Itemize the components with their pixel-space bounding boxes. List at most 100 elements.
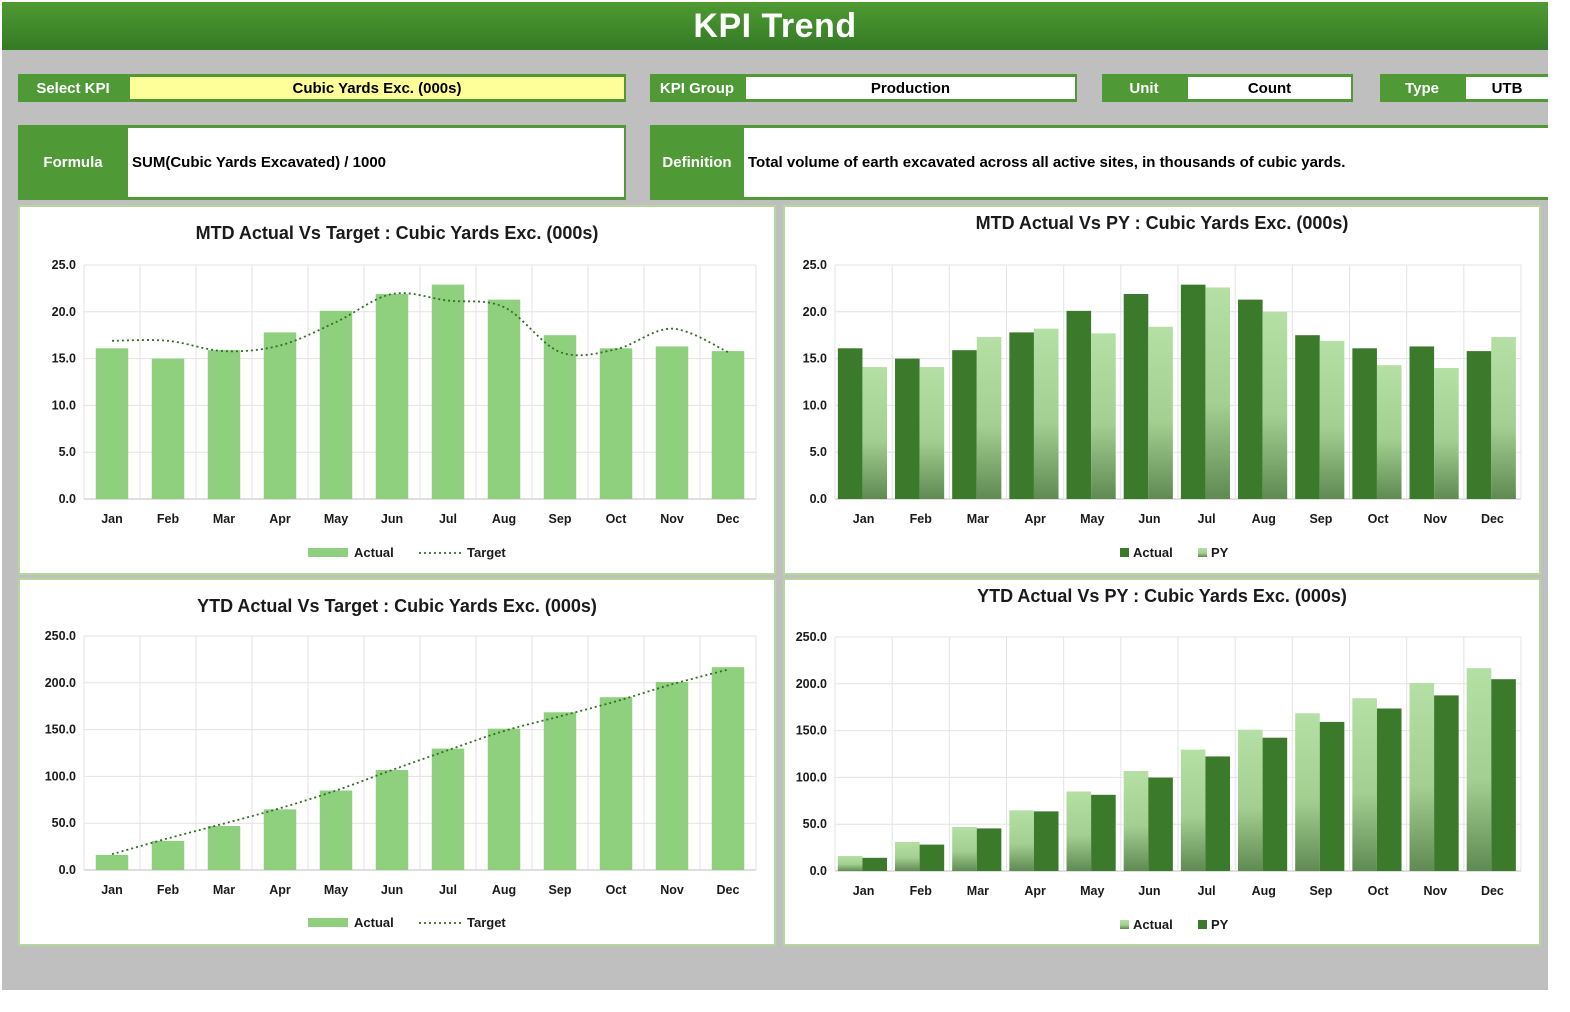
legend-label-actual: Actual xyxy=(354,915,394,930)
x-tick-label: Aug xyxy=(1252,884,1276,898)
chart-mtd-target: MTD Actual Vs Target : Cubic Yards Exc. … xyxy=(52,223,757,560)
x-tick-label: Jul xyxy=(1198,512,1216,526)
bar-actual-jan xyxy=(837,348,863,499)
x-tick-label: Apr xyxy=(1024,512,1046,526)
y-tick-label: 250.0 xyxy=(45,629,76,643)
y-tick-label: 5.0 xyxy=(810,445,827,459)
x-tick-label: Feb xyxy=(157,512,180,526)
y-tick-label: 20.0 xyxy=(803,305,827,319)
unit-value: Count xyxy=(1188,77,1351,99)
bar-py-nov xyxy=(1434,367,1459,499)
x-tick-label: Sep xyxy=(1309,512,1332,526)
bar-py-apr xyxy=(1033,328,1059,499)
bar-actual-nov xyxy=(655,681,689,870)
y-tick-label: 0.0 xyxy=(810,864,827,878)
y-tick-label: 15.0 xyxy=(803,352,827,366)
bar-py-nov xyxy=(1434,695,1459,871)
legend-swatch-py xyxy=(1198,548,1207,557)
y-tick-label: 10.0 xyxy=(803,398,827,412)
bar-py-mar xyxy=(976,337,1002,499)
y-tick-label: 0.0 xyxy=(810,492,827,506)
y-tick-label: 0.0 xyxy=(59,863,76,877)
chart-panel-ytd-actual-vs-target: YTD Actual Vs Target : Cubic Yards Exc. … xyxy=(18,578,776,946)
bar-actual-jun xyxy=(375,770,409,870)
bar-actual-nov xyxy=(1409,682,1435,871)
bar-py-jun xyxy=(1148,326,1173,499)
y-tick-label: 100.0 xyxy=(45,769,76,783)
legend-label-target: Target xyxy=(467,915,506,930)
type-label: Type xyxy=(1380,74,1464,102)
bar-py-aug xyxy=(1262,311,1288,499)
bar-actual-may xyxy=(319,790,353,870)
y-tick-label: 25.0 xyxy=(803,258,827,272)
line-target xyxy=(111,292,729,357)
x-tick-label: Nov xyxy=(660,512,684,526)
bar-actual-jul xyxy=(431,284,465,499)
bar-py-jan xyxy=(862,367,888,499)
x-tick-label: Mar xyxy=(213,512,235,526)
x-tick-label: May xyxy=(1080,884,1104,898)
chart-ytd-target: YTD Actual Vs Target : Cubic Yards Exc. … xyxy=(45,596,757,930)
bar-actual-nov xyxy=(655,346,689,499)
x-tick-label: Feb xyxy=(910,884,933,898)
bar-actual-feb xyxy=(151,840,185,870)
bar-actual-feb xyxy=(895,841,920,871)
y-tick-label: 200.0 xyxy=(796,677,827,691)
x-tick-label: Oct xyxy=(606,883,628,897)
x-tick-label: Mar xyxy=(967,512,989,526)
x-tick-label: Jun xyxy=(1138,884,1160,898)
x-tick-label: Feb xyxy=(157,883,180,897)
bar-actual-sep xyxy=(1295,713,1320,871)
legend-swatch-actual xyxy=(1120,920,1129,929)
x-tick-label: Jul xyxy=(1198,884,1216,898)
bar-actual-oct xyxy=(1352,348,1377,499)
x-tick-label: Apr xyxy=(269,883,291,897)
bar-py-may xyxy=(1091,333,1116,499)
legend-swatch-actual xyxy=(1120,548,1129,557)
y-tick-label: 200.0 xyxy=(45,676,76,690)
chart-panel-mtd-actual-vs-target: MTD Actual Vs Target : Cubic Yards Exc. … xyxy=(18,205,776,575)
x-tick-label: May xyxy=(324,883,348,897)
bar-actual-jan xyxy=(95,854,129,870)
select-kpi-dropdown[interactable]: Cubic Yards Exc. (000s) xyxy=(130,77,624,99)
bar-actual-mar xyxy=(207,350,241,499)
bar-actual-jul xyxy=(1180,749,1206,871)
legend-label-py: PY xyxy=(1211,545,1229,560)
x-tick-label: Nov xyxy=(660,883,684,897)
x-tick-label: Dec xyxy=(1481,884,1504,898)
bar-actual-jul xyxy=(1180,284,1206,499)
x-tick-label: May xyxy=(324,512,348,526)
legend-label-target: Target xyxy=(467,545,506,560)
bar-actual-apr xyxy=(1009,810,1034,871)
y-tick-label: 150.0 xyxy=(45,723,76,737)
bar-actual-dec xyxy=(711,351,745,499)
bar-actual-sep xyxy=(543,712,577,870)
kpi-group-value: Production xyxy=(746,77,1075,99)
x-tick-label: Nov xyxy=(1423,884,1447,898)
x-tick-label: Jan xyxy=(101,512,123,526)
x-tick-label: Apr xyxy=(269,512,291,526)
legend-swatch-py xyxy=(1198,920,1207,929)
formula-label: Formula xyxy=(18,125,128,200)
x-tick-label: Jun xyxy=(381,512,403,526)
x-tick-label: Jun xyxy=(1138,512,1160,526)
y-tick-label: 50.0 xyxy=(52,816,76,830)
kpi-group-label: KPI Group xyxy=(650,74,744,102)
bar-actual-mar xyxy=(952,827,977,871)
x-tick-label: Nov xyxy=(1423,512,1447,526)
bar-actual-jun xyxy=(375,294,409,499)
bar-actual-aug xyxy=(1238,729,1263,871)
y-tick-label: 0.0 xyxy=(59,492,76,506)
bar-actual-jan xyxy=(837,855,863,871)
legend-label-actual: Actual xyxy=(1133,545,1173,560)
line-target xyxy=(111,668,729,856)
legend-label-actual: Actual xyxy=(354,545,394,560)
y-tick-label: 5.0 xyxy=(59,445,76,459)
chart-mtd-py: MTD Actual Vs PY : Cubic Yards Exc. (000… xyxy=(803,213,1522,560)
x-tick-label: Jul xyxy=(439,883,457,897)
definition-label: Definition xyxy=(650,125,744,200)
bar-actual-nov xyxy=(1409,346,1435,499)
bar-actual-apr xyxy=(263,809,297,870)
x-tick-label: Oct xyxy=(1368,884,1390,898)
x-tick-label: Sep xyxy=(1309,884,1332,898)
